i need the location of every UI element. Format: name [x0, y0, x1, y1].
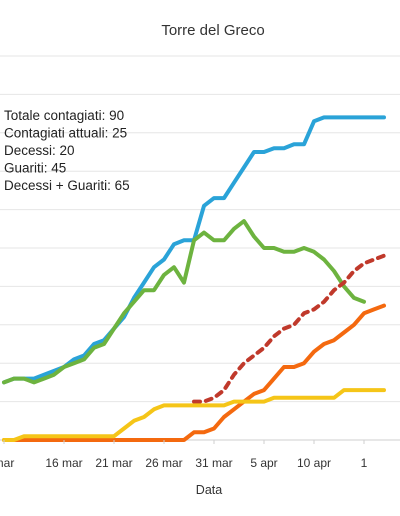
stat-line: Contagiati attuali: 25: [4, 126, 127, 141]
x-axis-label: Data: [196, 483, 222, 497]
series-lines: [2, 115, 386, 442]
x-tick-label: 21 mar: [95, 456, 132, 470]
series-line-2: [2, 219, 366, 385]
x-tick-labels: mar 16 mar 21 mar 26 mar 31 mar 5 apr 10 apr 1: [0, 440, 368, 470]
series-line-4: [2, 303, 386, 442]
x-tick-label: 16 mar: [45, 456, 82, 470]
stats-annotation: Totale contagiati: 90 Contagiati attuali:…: [4, 108, 130, 193]
x-tick-label: 5 apr: [250, 456, 277, 470]
series-line-5: [2, 388, 386, 442]
x-tick-label: 26 mar: [145, 456, 182, 470]
x-tick-label: 1: [361, 456, 368, 470]
chart-title: Torre del Greco: [161, 22, 264, 39]
x-tick-label: 31 mar: [195, 456, 232, 470]
stat-line: Decessi: 20: [4, 143, 75, 158]
x-tick-label: mar: [0, 456, 14, 470]
series-line-3: [192, 253, 386, 404]
stat-line: Decessi + Guariti: 65: [4, 178, 130, 193]
stat-line: Totale contagiati: 90: [4, 108, 124, 123]
stat-line: Guariti: 45: [4, 161, 66, 176]
x-tick-label: 10 apr: [297, 456, 331, 470]
